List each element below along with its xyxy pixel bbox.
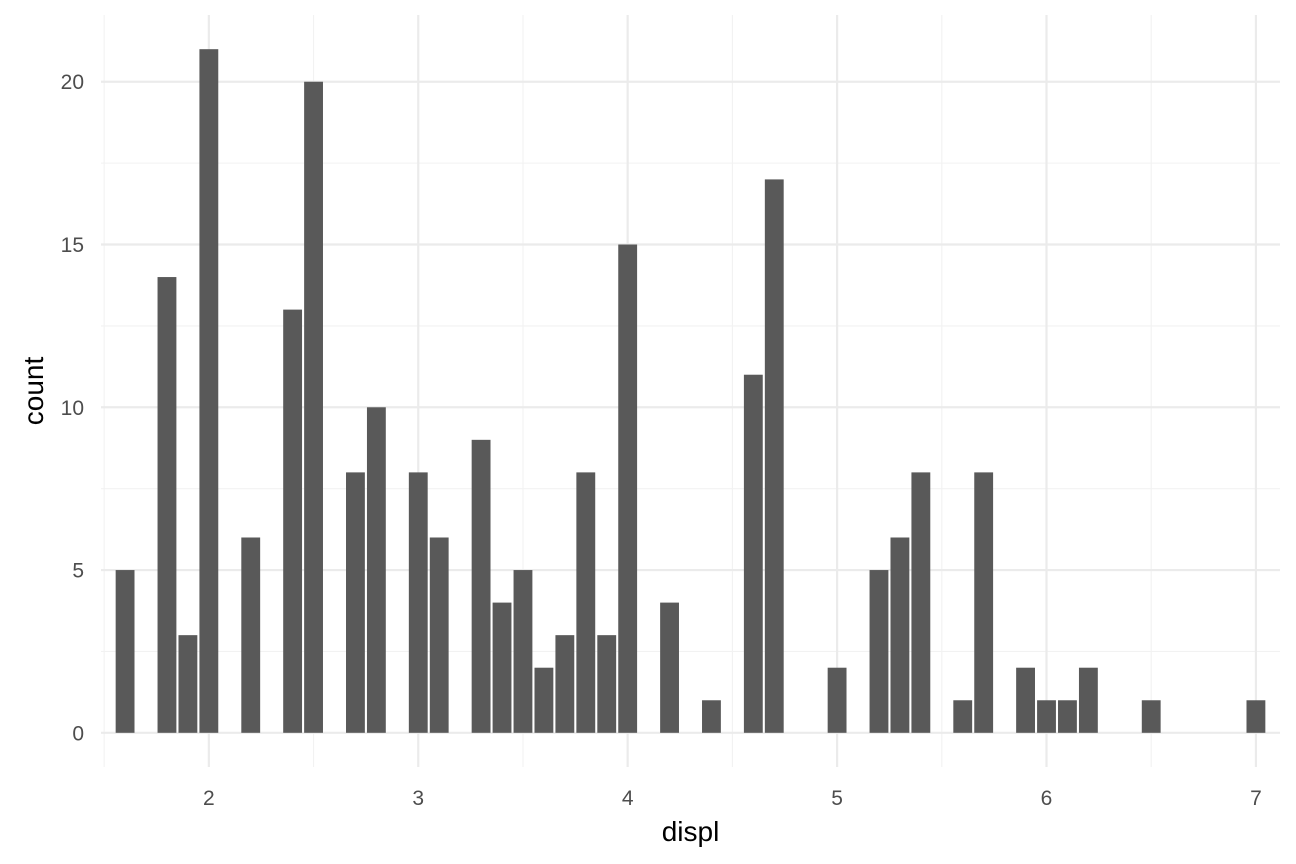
x-tick-label: 7 (1250, 787, 1262, 810)
bar (346, 472, 365, 733)
bar (408, 472, 428, 733)
bar (618, 244, 638, 733)
bar (1141, 700, 1161, 733)
bar (471, 439, 491, 733)
bar (241, 537, 261, 733)
bar (178, 635, 198, 733)
bar (115, 570, 135, 733)
y-tick-label: 5 (72, 560, 84, 583)
bar (283, 309, 303, 733)
bar (534, 667, 554, 733)
y-tick-label: 15 (61, 234, 84, 257)
bar (702, 700, 721, 733)
bar (1037, 700, 1056, 733)
bar (1078, 667, 1098, 733)
bar (304, 81, 323, 733)
bar (827, 667, 847, 733)
bar (199, 49, 219, 733)
major-gridlines (101, 15, 1280, 767)
bar (597, 635, 617, 733)
x-axis-title: displ (662, 816, 720, 847)
x-tick-label: 5 (831, 787, 843, 810)
bar (890, 537, 910, 733)
bar (157, 277, 177, 733)
y-tick-label: 20 (61, 71, 84, 94)
bar (911, 472, 931, 733)
bar (1016, 667, 1035, 733)
y-axis-title: count (18, 357, 49, 426)
x-tick-labels: 2 3 4 5 6 7 (203, 787, 1262, 810)
bar (660, 602, 679, 733)
y-tick-label: 0 (72, 722, 84, 745)
bar (974, 472, 994, 733)
bar (513, 570, 533, 733)
bars (115, 49, 1266, 733)
bar (492, 602, 512, 733)
x-tick-label: 4 (622, 787, 634, 810)
bar (555, 635, 575, 733)
bar (429, 537, 449, 733)
bar (869, 570, 889, 733)
minor-gridlines (101, 15, 1280, 767)
bar (743, 374, 763, 733)
bar (576, 472, 596, 733)
x-tick-label: 6 (1041, 787, 1053, 810)
x-tick-label: 2 (203, 787, 215, 810)
y-tick-labels: 0 5 10 15 20 (61, 71, 84, 745)
y-tick-label: 10 (61, 397, 84, 420)
bar (1246, 700, 1266, 733)
bar (366, 407, 386, 733)
x-tick-label: 3 (412, 787, 424, 810)
bar (953, 700, 973, 733)
bar (764, 179, 784, 733)
bar (1058, 700, 1077, 733)
